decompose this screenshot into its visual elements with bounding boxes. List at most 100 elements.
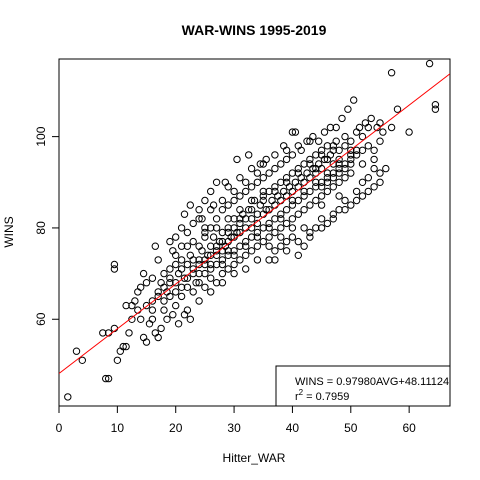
data-point — [306, 201, 314, 209]
data-point — [431, 105, 440, 113]
data-point — [288, 196, 297, 205]
data-point — [99, 329, 107, 337]
data-point — [300, 206, 308, 214]
data-point — [172, 288, 180, 296]
data-point — [379, 128, 387, 136]
data-point — [347, 201, 355, 209]
data-point — [335, 146, 343, 155]
data-point — [288, 151, 297, 159]
data-point — [230, 251, 238, 260]
data-point — [207, 187, 215, 196]
data-point — [335, 155, 343, 164]
data-point — [341, 174, 349, 182]
legend-r-symbol: r — [295, 391, 299, 403]
data-point — [189, 288, 197, 296]
data-point — [312, 183, 320, 191]
data-point — [358, 160, 367, 168]
data-point — [157, 324, 165, 333]
legend-r-squared: r2 = 0.7959 — [295, 388, 349, 403]
data-point — [370, 155, 378, 164]
data-point — [317, 178, 326, 187]
data-point — [172, 301, 180, 310]
data-point — [212, 279, 221, 287]
data-point — [306, 228, 314, 237]
data-point — [376, 137, 384, 145]
data-point — [177, 242, 186, 250]
data-point — [329, 160, 337, 168]
data-point — [431, 101, 440, 109]
data-point — [341, 196, 349, 205]
data-point — [277, 224, 285, 232]
data-point — [148, 297, 157, 305]
data-point — [233, 155, 241, 164]
data-point — [122, 342, 130, 351]
data-point — [300, 224, 308, 232]
x-tick-label: 0 — [56, 421, 63, 435]
data-point — [183, 260, 192, 269]
data-points — [64, 59, 440, 401]
data-point — [317, 183, 326, 191]
data-point — [341, 132, 349, 141]
data-point — [201, 269, 209, 278]
data-point — [291, 128, 300, 136]
data-point — [122, 301, 130, 310]
data-point — [224, 265, 232, 273]
data-point — [364, 142, 372, 150]
data-point — [312, 178, 320, 187]
data-point — [201, 228, 209, 237]
data-point — [361, 119, 370, 127]
data-point — [186, 251, 195, 260]
data-point — [300, 160, 308, 168]
data-point — [154, 256, 162, 264]
data-point — [306, 233, 314, 241]
data-point — [212, 215, 221, 223]
data-point — [134, 306, 142, 314]
data-point — [253, 228, 262, 237]
legend-r-superscript: 2 — [299, 388, 304, 397]
data-point — [195, 215, 203, 223]
data-point — [247, 233, 256, 241]
data-point — [209, 201, 218, 209]
data-point — [201, 224, 209, 232]
data-point — [247, 206, 256, 214]
data-point — [218, 206, 227, 214]
data-point — [180, 210, 189, 218]
x-tick-label: 60 — [402, 421, 416, 435]
data-point — [236, 192, 244, 200]
data-point — [177, 283, 186, 291]
data-point — [376, 178, 384, 187]
data-point — [180, 311, 189, 319]
data-point — [282, 178, 291, 187]
data-point — [358, 192, 367, 200]
data-point — [282, 146, 291, 155]
data-point — [312, 224, 320, 232]
data-point — [151, 329, 160, 337]
data-point — [329, 174, 337, 182]
data-point — [341, 206, 349, 214]
data-point — [224, 183, 232, 191]
data-point — [212, 224, 221, 232]
data-point — [195, 279, 203, 287]
data-point — [271, 228, 279, 237]
data-point — [367, 114, 375, 123]
data-point — [288, 201, 297, 209]
data-point — [262, 155, 270, 164]
data-point — [358, 178, 367, 187]
data-point — [265, 233, 273, 241]
data-point — [300, 242, 308, 250]
data-point — [265, 219, 273, 228]
data-point — [376, 119, 384, 127]
data-point — [323, 219, 332, 228]
data-point — [335, 169, 343, 177]
data-point — [370, 183, 378, 191]
data-point — [323, 155, 332, 164]
data-point — [329, 215, 337, 223]
data-point — [317, 215, 326, 223]
data-point — [131, 297, 139, 305]
data-point — [300, 187, 308, 196]
data-point — [393, 105, 402, 113]
data-point — [326, 123, 335, 132]
data-point — [195, 242, 203, 250]
data-point — [253, 242, 262, 250]
data-point — [387, 69, 396, 77]
